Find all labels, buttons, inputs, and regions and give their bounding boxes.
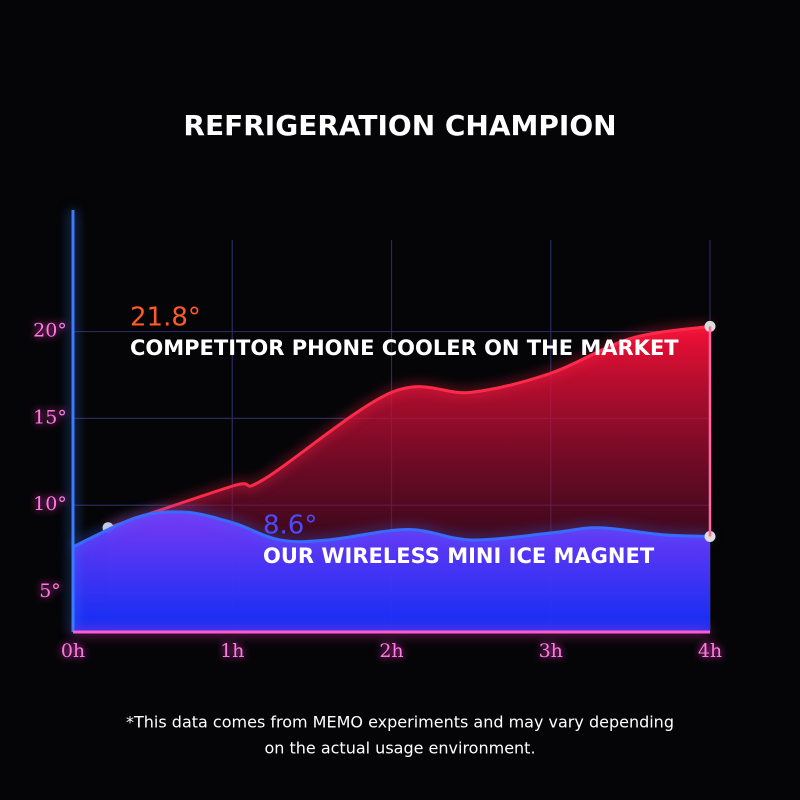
annotation: 8.6° <box>263 511 317 541</box>
x-tick-label: 4h <box>698 640 722 662</box>
chart-title: REFRIGERATION CHAMPION <box>183 109 616 142</box>
area <box>73 511 710 632</box>
footnote: on the actual usage environment. <box>264 739 535 758</box>
y-tick-label: 5° <box>39 580 61 602</box>
x-tick-label: 0h <box>61 640 85 662</box>
x-tick-label: 1h <box>220 640 244 662</box>
y-tick-label: 10° <box>33 493 67 515</box>
x-tick-label: 3h <box>539 640 563 662</box>
x-tick-label: 2h <box>379 640 403 662</box>
y-tick-label: 15° <box>33 406 67 428</box>
series-label: COMPETITOR PHONE COOLER ON THE MARKET <box>130 336 679 360</box>
annotation: 21.8° <box>130 303 201 333</box>
footnote: *This data comes from MEMO experiments a… <box>126 713 674 732</box>
y-tick-label: 20° <box>33 320 67 342</box>
series-label: OUR WIRELESS MINI ICE MAGNET <box>263 544 655 568</box>
line <box>107 324 711 530</box>
plot: 5° 10° 15° 20° 0h 1h 2h 3h 4h <box>33 210 722 662</box>
line <box>72 510 711 549</box>
